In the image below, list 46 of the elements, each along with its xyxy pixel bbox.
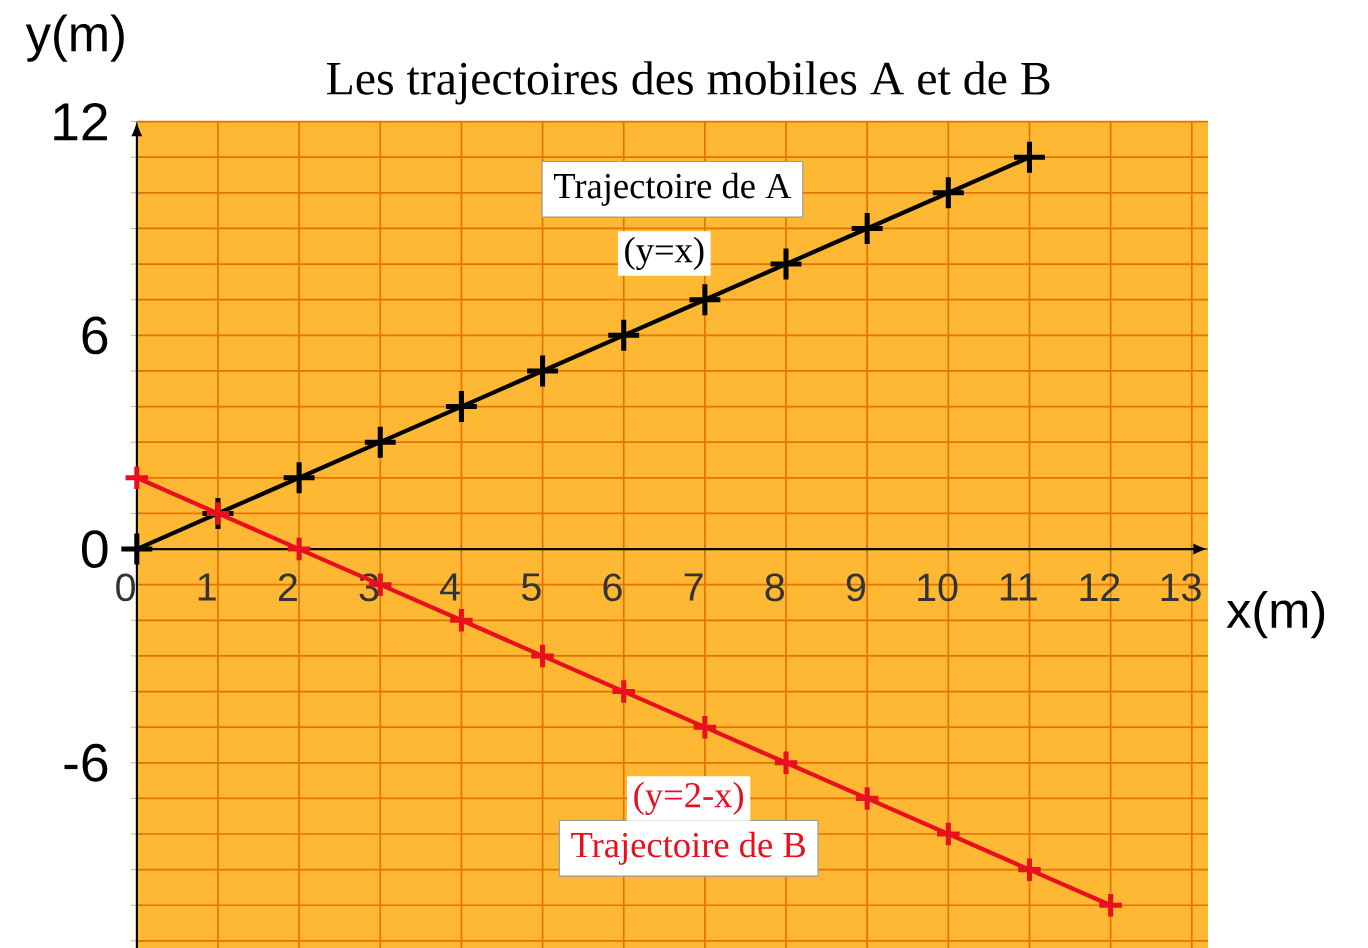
point [1099,894,1122,917]
point [450,609,473,632]
point [1018,858,1041,881]
x-tick-label: 9 [846,573,865,602]
x-tick-label: 1 [198,573,216,601]
x-tick-label: 0 [116,573,135,602]
point [693,715,717,739]
y-axis-title: y(m) [25,14,124,62]
y-tick-label: -6 [64,743,108,782]
point [612,680,635,703]
point [608,319,640,351]
point [125,466,149,490]
x-tick-label: 2 [278,573,297,601]
point [851,212,883,244]
point [287,537,311,561]
point [937,822,960,846]
annotation: (y=x) [625,236,704,271]
point [364,426,396,458]
point [1014,141,1045,173]
point [121,533,153,565]
point [527,355,559,387]
point [283,462,315,494]
x-tick-label: 7 [684,573,703,601]
annotation: (y=2-x) [634,781,744,816]
x-tick-label: 8 [765,573,785,602]
series-label: Trajectoire de A [553,172,792,206]
point [689,284,721,316]
x-tick-label: 10 [918,573,958,602]
y-tick-label: 12 [54,102,107,141]
x-tick-label: 6 [603,573,622,602]
x-tick-label: 4 [440,573,460,601]
point [770,248,802,280]
x-axis-title: x(m) [1226,591,1325,639]
x-tick-label: 12 [1080,573,1120,601]
y-tick-label: 0 [81,530,108,568]
point [855,787,879,810]
point [531,644,554,668]
point [932,177,964,209]
x-tick-label: 11 [1000,573,1037,601]
point [774,751,798,775]
x-tick-label: 5 [521,573,541,601]
series-label: Trajectoire de B [571,831,805,865]
y-tick-label: 6 [82,316,108,355]
chart-title: Les trajectoires des mobiles A et de B [326,61,1050,105]
x-tick-label: 13 [1161,573,1201,602]
point [445,391,477,423]
